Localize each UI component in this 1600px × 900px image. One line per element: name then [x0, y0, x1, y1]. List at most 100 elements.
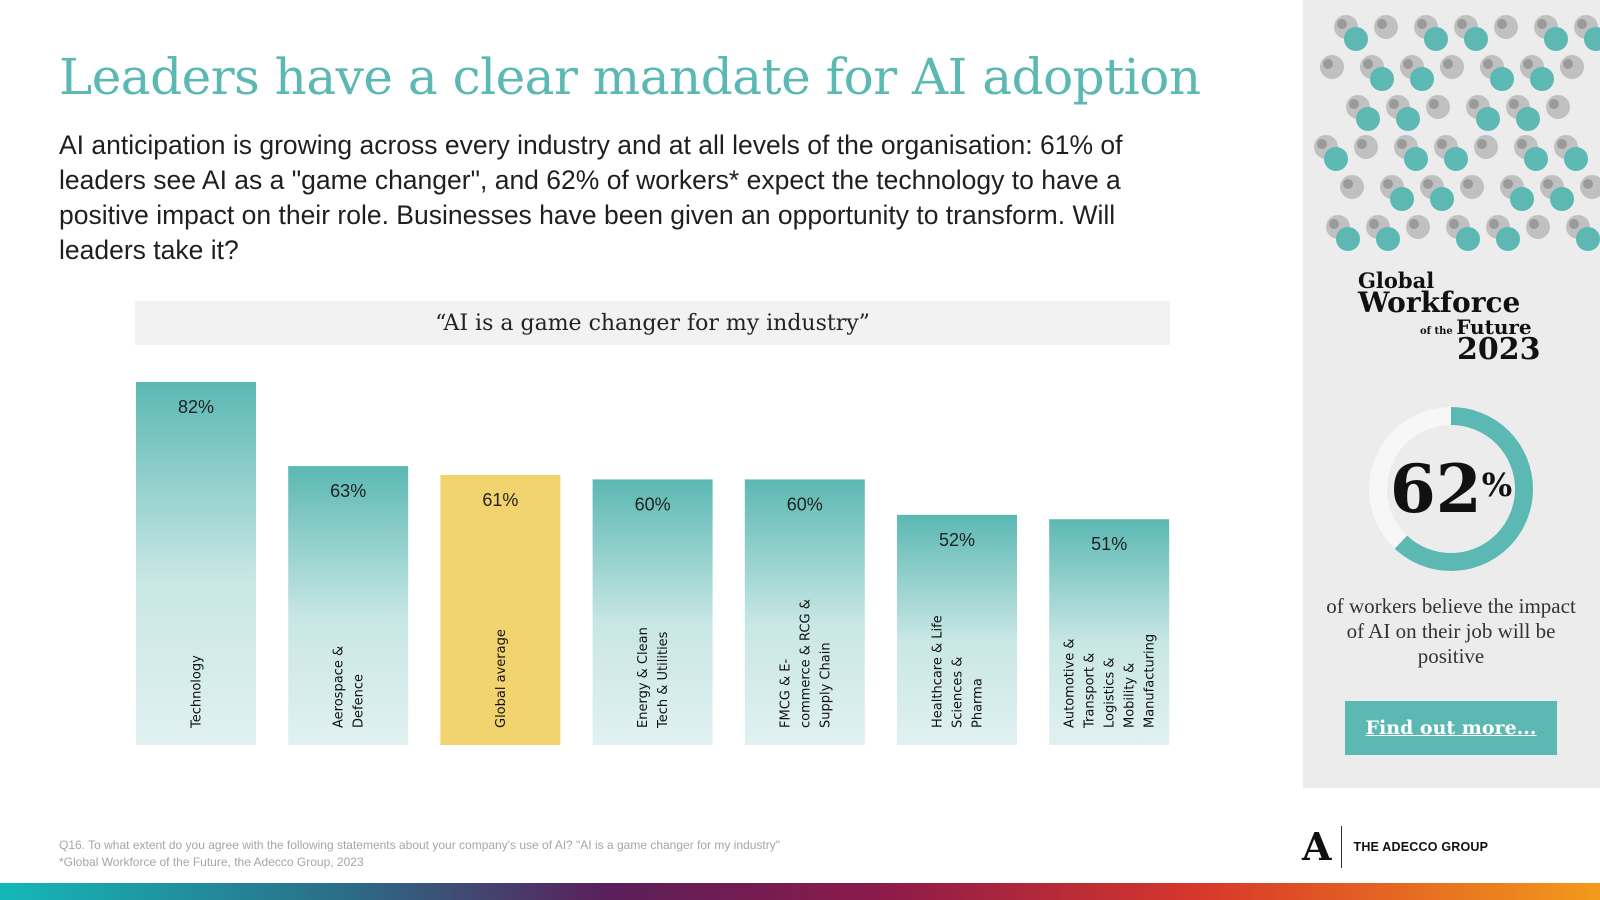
photo-dot-detail [1477, 139, 1487, 149]
teal-dot [1356, 107, 1380, 131]
category-label-line: Defence [352, 674, 367, 728]
side-panel [1303, 0, 1600, 788]
logo-divider [1341, 826, 1343, 868]
photo-dot-detail [1517, 139, 1527, 149]
teal-dot [1576, 227, 1600, 251]
teal-dot [1490, 67, 1514, 91]
teal-dot [1424, 27, 1448, 51]
teal-dot [1376, 227, 1400, 251]
photo-dot-detail [1463, 179, 1473, 189]
teal-dot [1336, 227, 1360, 251]
category-label-line: Sciences & [951, 657, 966, 728]
photo-dot-detail [1449, 219, 1459, 229]
teal-dot [1510, 187, 1534, 211]
report-brand-logo: Global Workforce of the Future 2023 [1358, 270, 1541, 365]
category-label: Aerospace & Defence [332, 646, 367, 728]
bar [744, 479, 865, 745]
photo-dot-detail [1389, 99, 1399, 109]
footnote-source: *Global Workforce of the Future, the Ade… [59, 855, 364, 869]
category-label: Energy & Clean Tech & Utilities [636, 627, 671, 729]
photo-dot-detail [1529, 219, 1539, 229]
gradient-footer-strip [0, 883, 1600, 900]
brand-line-global: Global [1358, 268, 1435, 293]
bar-chart: 82% Technology 63% Aerospace & Defence 61% Glo… [136, 382, 1170, 745]
teal-dot [1550, 187, 1574, 211]
teal-dot [1390, 187, 1414, 211]
category-label-line: Mobility & [1123, 663, 1138, 728]
photo-dot-detail [1457, 19, 1467, 29]
photo-dot-detail [1417, 19, 1427, 29]
photo-dot-detail [1557, 139, 1567, 149]
find-out-more-button[interactable]: Find out more... [1345, 701, 1557, 755]
teal-dot [1344, 27, 1368, 51]
bar-value-label: 82% [178, 397, 214, 417]
category-label-line: Tech & Utilities [656, 631, 671, 729]
stat-unit: % [1481, 466, 1513, 504]
photo-dot-detail [1357, 139, 1367, 149]
teal-dot [1476, 107, 1500, 131]
photo-dot-detail [1397, 139, 1407, 149]
photo-dot-detail [1569, 219, 1579, 229]
category-label-line: Supply Chain [818, 642, 833, 728]
stat-number: 62 [1389, 450, 1482, 528]
photo-dot-detail [1409, 219, 1419, 229]
teal-dot [1496, 227, 1520, 251]
category-label: Healthcare & Life Sciences & Pharma [931, 615, 986, 728]
photo-dot-detail [1503, 179, 1513, 189]
bar [897, 514, 1017, 745]
photo-dot-detail [1377, 19, 1387, 29]
teal-dot [1430, 187, 1454, 211]
teal-dot [1544, 27, 1568, 51]
photo-dot-detail [1329, 219, 1339, 229]
teal-dot [1404, 147, 1428, 171]
stat-caption: of workers believe the impact of AI on t… [1326, 594, 1576, 668]
bar [288, 466, 409, 745]
category-label-line: Technology [190, 655, 205, 729]
teal-dot [1564, 147, 1588, 171]
photo-dot-detail [1403, 59, 1413, 69]
brand-line-workforce: Workforce [1358, 286, 1521, 319]
teal-dot [1410, 67, 1434, 91]
logo-text: THE ADECCO GROUP [1353, 840, 1489, 854]
category-label-line: FMCG & E- [778, 659, 793, 728]
teal-dot [1456, 227, 1480, 251]
photo-dot-detail [1349, 99, 1359, 109]
stat-value: 62% [1360, 398, 1542, 580]
category-label-line: Healthcare & Life [931, 615, 946, 728]
stat-donut [1369, 407, 1533, 571]
company-logo: A THE ADECCO GROUP [1302, 826, 1488, 868]
bar-value-label: 51% [1091, 534, 1127, 554]
photo-dot-detail [1509, 99, 1519, 109]
teal-dot [1530, 67, 1554, 91]
photo-dot-detail [1343, 179, 1353, 189]
category-label-line: Automotive & [1063, 639, 1078, 728]
page-title: Leaders have a clear mandate for AI adop… [59, 48, 1201, 106]
photo-dot-detail [1469, 99, 1479, 109]
photo-dot-detail [1523, 59, 1533, 69]
photo-dot-detail [1429, 99, 1439, 109]
footnote-question: Q16. To what extent do you agree with th… [59, 838, 780, 852]
bar-value-label: 63% [330, 481, 366, 501]
photo-dot-detail [1383, 179, 1393, 189]
category-label-line: Energy & Clean [636, 627, 651, 728]
category-label: Technology [190, 655, 205, 729]
photo-dot-detail [1543, 179, 1553, 189]
bar-value-label: 60% [787, 494, 823, 514]
category-label-line: Aerospace & [332, 646, 347, 728]
category-label-line: Logistics & [1103, 657, 1118, 728]
bar [440, 474, 561, 745]
bar [1049, 519, 1170, 745]
photo-dot-detail [1437, 139, 1447, 149]
bar-value-label: 52% [939, 530, 975, 550]
photo-dot-detail [1563, 59, 1573, 69]
photo-dot-detail [1549, 99, 1559, 109]
teal-dot [1464, 27, 1488, 51]
brand-small-of-the: of the [1420, 326, 1453, 337]
category-label: Global average [494, 629, 509, 728]
bar-value-label: 60% [635, 494, 671, 514]
photo-dot-detail [1317, 139, 1327, 149]
photo-dot-detail [1369, 219, 1379, 229]
teal-dot [1444, 147, 1468, 171]
intro-paragraph: AI anticipation is growing across every … [59, 130, 1123, 265]
category-label: Automotive & Transport & Logistics & Mobili… [1063, 634, 1158, 729]
